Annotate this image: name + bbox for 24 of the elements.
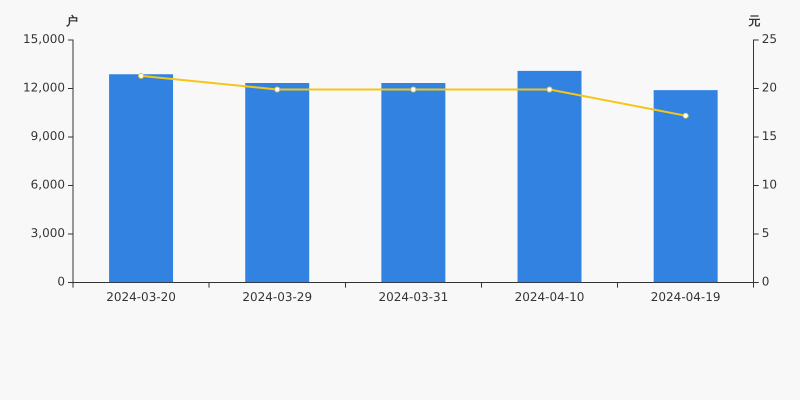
y-tick-label: 6,000 (30, 178, 65, 192)
y-tick-label: 0 (57, 274, 65, 289)
x-tick-label: 2024-04-10 (514, 290, 584, 304)
x-tick-label: 2024-03-29 (242, 290, 312, 304)
y-axis-title: 户 (64, 14, 78, 28)
point (682, 112, 689, 119)
y2-tick-label: 0 (762, 274, 770, 289)
y2-tick-label: 15 (762, 129, 778, 144)
point (546, 86, 553, 92)
y2-tick-label: 20 (762, 80, 778, 95)
point (138, 72, 144, 79)
y2-tick-label: 5 (762, 226, 770, 240)
y2-axis-title: 元 (748, 14, 761, 28)
x-tick-label: 2024-03-20 (106, 290, 176, 304)
x-tick-label: 2024-03-31 (378, 290, 448, 304)
y-tick-label: 15,000 (22, 32, 65, 46)
y-tick-label: 3,000 (30, 226, 65, 240)
y-tick-label: 12,000 (22, 80, 65, 95)
y-tick-label: 9,000 (30, 129, 65, 144)
point (274, 86, 280, 92)
y2-tick-label: 25 (762, 32, 778, 46)
x-tick-label: 2024-04-19 (650, 290, 721, 304)
y2-tick-label: 10 (762, 178, 778, 192)
point (410, 86, 416, 92)
